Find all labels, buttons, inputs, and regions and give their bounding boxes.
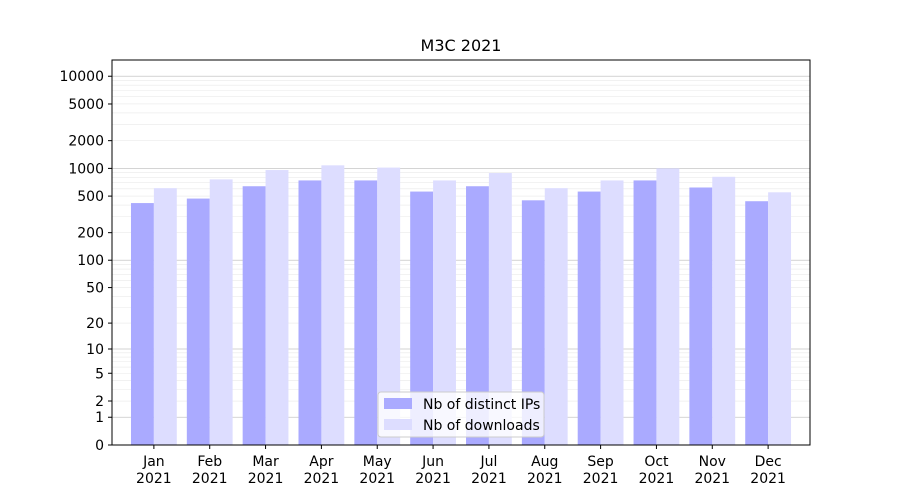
x-tick-label-year: 2021 bbox=[750, 471, 786, 487]
y-tick-label: 1 bbox=[95, 410, 104, 426]
x-tick-label-year: 2021 bbox=[136, 471, 172, 487]
bars bbox=[130, 165, 792, 446]
bar-distinct-ips bbox=[745, 201, 769, 445]
y-tick-label: 200 bbox=[77, 226, 104, 242]
x-tick-label-year: 2021 bbox=[415, 471, 451, 487]
bar-downloads bbox=[712, 176, 736, 445]
x-tick-label-year: 2021 bbox=[359, 471, 395, 487]
bar-distinct-ips bbox=[410, 191, 434, 445]
bar-distinct-ips bbox=[466, 186, 489, 446]
x-tick-label-year: 2021 bbox=[192, 471, 228, 487]
bar-downloads bbox=[377, 167, 401, 446]
y-tick-label: 0 bbox=[95, 438, 104, 454]
legend-swatch-distinct-ips bbox=[384, 398, 412, 409]
x-tick-label-month: Jun bbox=[421, 454, 444, 470]
y-tick-label: 100 bbox=[77, 253, 104, 269]
y-tick-label: 10 bbox=[86, 342, 104, 358]
x-tick-label-year: 2021 bbox=[471, 471, 507, 487]
x-tick-label-year: 2021 bbox=[527, 471, 563, 487]
bar-distinct-ips bbox=[130, 203, 154, 445]
y-tick-label: 2000 bbox=[68, 134, 104, 150]
x-tick-label-month: Jul bbox=[479, 454, 497, 470]
bar-distinct-ips bbox=[186, 198, 210, 445]
y-tick-label: 1000 bbox=[68, 161, 104, 177]
x-tick-label-year: 2021 bbox=[304, 471, 340, 487]
x-tick-label-month: Nov bbox=[699, 454, 726, 470]
legend-label-distinct-ips: Nb of distinct IPs bbox=[423, 397, 540, 413]
bar-downloads bbox=[153, 188, 177, 446]
bar-downloads bbox=[768, 192, 792, 445]
legend-frame bbox=[377, 391, 545, 438]
bar-distinct-ips bbox=[521, 200, 545, 445]
x-tick-label-year: 2021 bbox=[639, 471, 675, 487]
bar-downloads bbox=[265, 170, 289, 445]
x-axis: Jan2021Feb2021Mar2021Apr2021May2021Jun20… bbox=[136, 445, 786, 487]
x-tick-label-month: May bbox=[363, 454, 392, 470]
y-tick-label: 10000 bbox=[59, 69, 104, 85]
x-tick-label-month: Apr bbox=[309, 454, 333, 470]
x-tick-label-year: 2021 bbox=[248, 471, 284, 487]
x-tick-label-month: Oct bbox=[644, 454, 669, 470]
x-tick-label-month: Aug bbox=[531, 454, 558, 470]
bar-downloads bbox=[321, 165, 345, 445]
bar-downloads bbox=[433, 180, 456, 445]
bar-distinct-ips bbox=[689, 187, 713, 445]
bar-distinct-ips bbox=[633, 180, 657, 445]
bar-downloads bbox=[209, 179, 233, 446]
y-axis: 0 12 5 10 20 50 100 200 500 1000 2000 5000 10000 bbox=[59, 69, 112, 454]
x-tick-label-month: Feb bbox=[197, 454, 222, 470]
bar-distinct-ips bbox=[298, 180, 322, 445]
x-tick-label-month: Mar bbox=[252, 454, 279, 470]
x-tick-label-month: Sep bbox=[587, 454, 614, 470]
y-tick-label: 2 bbox=[95, 394, 104, 410]
bar-downloads bbox=[544, 188, 568, 446]
bar-distinct-ips bbox=[577, 191, 601, 445]
y-tick-label: 20 bbox=[86, 316, 104, 332]
bar-distinct-ips bbox=[242, 186, 266, 446]
y-tick-label: 500 bbox=[77, 189, 104, 205]
legend: Nb of distinct IPs Nb of downloads bbox=[377, 391, 545, 438]
chart-title: M3C 2021 bbox=[421, 36, 502, 55]
bar-downloads bbox=[656, 168, 680, 445]
y-tick-label: 5000 bbox=[68, 97, 104, 113]
x-tick-label-year: 2021 bbox=[583, 471, 619, 487]
bar-downloads bbox=[600, 180, 624, 445]
legend-label-downloads: Nb of downloads bbox=[423, 418, 540, 434]
bar-downloads bbox=[488, 173, 512, 445]
y-tick-label: 5 bbox=[95, 366, 104, 382]
x-tick-label-month: Dec bbox=[755, 454, 782, 470]
plot-area-frame bbox=[111, 59, 811, 446]
x-tick-label-month: Jan bbox=[142, 454, 165, 470]
legend-swatch-downloads bbox=[384, 419, 412, 430]
y-tick-label: 50 bbox=[86, 281, 104, 297]
x-tick-label-year: 2021 bbox=[694, 471, 730, 487]
bar-distinct-ips bbox=[354, 180, 378, 445]
